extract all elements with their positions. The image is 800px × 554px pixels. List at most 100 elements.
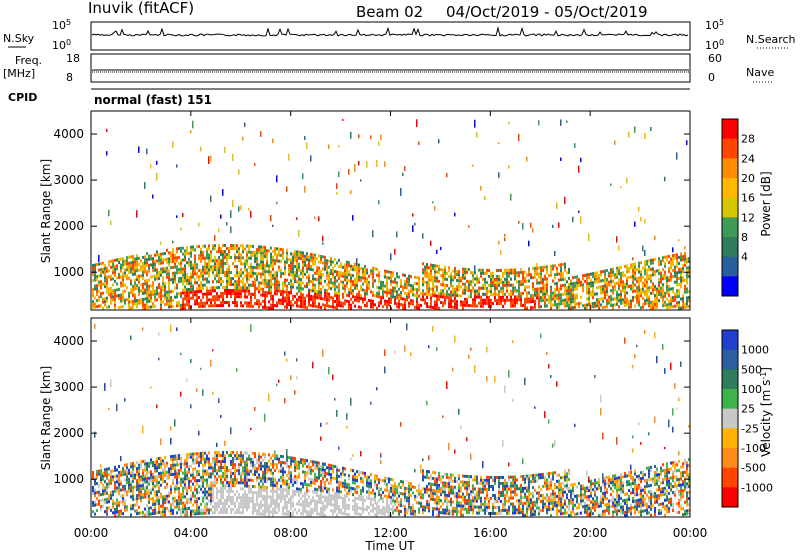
heatmap-cell	[162, 279, 164, 283]
heatmap-cell	[186, 477, 188, 481]
heatmap-cell	[358, 266, 360, 270]
heatmap-cell	[372, 275, 374, 279]
heatmap-cell	[170, 266, 172, 270]
heatmap-cell	[250, 268, 252, 272]
heatmap-cell	[636, 277, 638, 281]
heatmap-cell	[156, 268, 158, 272]
heatmap-cell	[268, 300, 270, 304]
heatmap-cell	[184, 513, 186, 517]
heatmap-cell	[318, 287, 320, 291]
heatmap-cell	[668, 284, 670, 288]
heatmap-cell	[424, 280, 426, 284]
heatmap-cell	[242, 457, 244, 461]
heatmap-cell	[374, 279, 376, 283]
heatmap-cell	[186, 486, 188, 490]
heatmap-cell	[356, 293, 358, 297]
heatmap-cell	[190, 473, 192, 477]
heatmap-cell	[248, 496, 250, 500]
heatmap-cell	[164, 495, 166, 499]
heatmap-cell	[256, 458, 258, 462]
heatmap-cell	[158, 475, 160, 479]
heatmap-cell	[244, 268, 246, 272]
heatmap-cell	[646, 259, 648, 263]
heatmap-cell	[268, 285, 270, 289]
heatmap-cell	[348, 264, 350, 268]
heatmap-cell	[592, 305, 594, 309]
heatmap-cell	[428, 284, 430, 288]
heatmap-cell	[168, 278, 170, 282]
heatmap-cell	[624, 285, 626, 289]
heatmap-cell	[362, 300, 364, 304]
heatmap-cell	[110, 286, 112, 290]
heatmap-cell	[216, 496, 218, 500]
heatmap-cell	[574, 275, 576, 279]
heatmap-cell	[178, 481, 180, 485]
heatmap-cell	[206, 484, 208, 488]
heatmap-cell	[394, 289, 396, 293]
heatmap-cell	[204, 472, 206, 476]
heatmap-cell	[558, 222, 560, 228]
heatmap-cell	[160, 474, 162, 478]
heatmap-cell	[146, 300, 148, 304]
heatmap-cell	[462, 270, 464, 274]
heatmap-cell	[346, 284, 348, 288]
heatmap-cell	[506, 280, 508, 284]
heatmap-cell	[520, 268, 522, 272]
heatmap-cell	[432, 281, 434, 285]
heatmap-cell	[296, 280, 298, 284]
heatmap-cell	[244, 283, 246, 287]
heatmap-cell	[262, 458, 264, 462]
heatmap-cell	[120, 305, 122, 309]
heatmap-cell	[98, 262, 100, 266]
heatmap-cell	[366, 283, 368, 287]
heatmap-cell	[138, 292, 140, 296]
heatmap-cell	[564, 277, 566, 281]
heatmap-cell	[490, 277, 492, 281]
heatmap-cell	[224, 289, 226, 293]
heatmap-cell	[284, 278, 286, 282]
heatmap-cell	[312, 274, 314, 278]
heatmap-cell	[164, 267, 166, 271]
heatmap-cell	[398, 287, 400, 291]
heatmap-cell	[498, 289, 500, 293]
heatmap-cell	[180, 480, 182, 484]
heatmap-cell	[200, 460, 202, 464]
heatmap-cell	[214, 481, 216, 485]
heatmap-cell	[108, 497, 110, 501]
heatmap-cell	[156, 469, 158, 473]
heatmap-cell	[94, 263, 96, 267]
heatmap-cell	[646, 289, 648, 293]
heatmap-cell	[586, 306, 588, 310]
heatmap-cell	[686, 302, 688, 306]
heatmap-cell	[180, 483, 182, 487]
heatmap-cell	[252, 466, 254, 470]
heatmap-cell	[312, 280, 314, 284]
nsearch-label: N.Search	[746, 33, 796, 46]
heatmap-cell	[186, 378, 188, 382]
heatmap-cell	[214, 508, 216, 512]
heatmap-cell	[184, 486, 186, 490]
heatmap-cell	[322, 513, 324, 517]
heatmap-cell	[154, 292, 156, 296]
heatmap-cell	[134, 296, 136, 300]
heatmap-cell	[358, 161, 360, 166]
heatmap-cell	[104, 267, 106, 271]
heatmap-cell	[544, 301, 546, 305]
heatmap-cell	[344, 284, 346, 288]
heatmap-cell	[574, 287, 576, 291]
heatmap-cell	[296, 304, 298, 308]
heatmap-cell	[138, 469, 140, 473]
heatmap-cell	[174, 280, 176, 284]
heatmap-cell	[466, 297, 468, 301]
heatmap-cell	[322, 468, 324, 472]
heatmap-cell	[184, 258, 186, 262]
heatmap-cell	[682, 264, 684, 268]
heatmap-cell	[638, 279, 640, 283]
heatmap-cell	[128, 291, 130, 295]
heatmap-cell	[470, 271, 472, 275]
heatmap-cell	[260, 287, 262, 291]
heatmap-cell	[246, 286, 248, 290]
heatmap-cell	[94, 287, 96, 291]
heatmap-cell	[234, 244, 236, 248]
heatmap-cell	[208, 463, 210, 467]
